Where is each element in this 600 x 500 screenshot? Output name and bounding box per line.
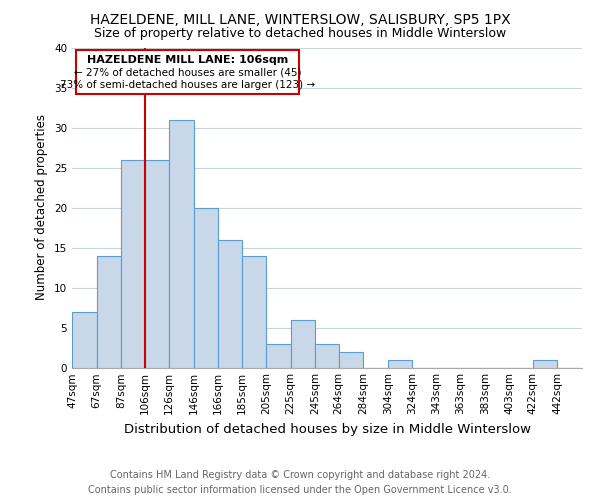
- Text: 73% of semi-detached houses are larger (123) →: 73% of semi-detached houses are larger (…: [60, 80, 315, 90]
- Bar: [169, 120, 194, 368]
- FancyBboxPatch shape: [76, 50, 299, 94]
- Bar: [388, 360, 412, 368]
- X-axis label: Distribution of detached houses by size in Middle Winterslow: Distribution of detached houses by size …: [124, 423, 530, 436]
- Text: HAZELDENE MILL LANE: 106sqm: HAZELDENE MILL LANE: 106sqm: [87, 54, 288, 64]
- Text: Size of property relative to detached houses in Middle Winterslow: Size of property relative to detached ho…: [94, 28, 506, 40]
- Bar: [145, 160, 169, 368]
- Bar: [291, 320, 316, 368]
- Bar: [121, 160, 145, 368]
- Bar: [242, 256, 266, 368]
- Bar: [533, 360, 557, 368]
- Bar: [72, 312, 97, 368]
- Bar: [316, 344, 338, 367]
- Text: HAZELDENE, MILL LANE, WINTERSLOW, SALISBURY, SP5 1PX: HAZELDENE, MILL LANE, WINTERSLOW, SALISB…: [89, 12, 511, 26]
- Bar: [194, 208, 218, 368]
- Bar: [266, 344, 291, 367]
- Text: Contains HM Land Registry data © Crown copyright and database right 2024.
Contai: Contains HM Land Registry data © Crown c…: [88, 470, 512, 495]
- Y-axis label: Number of detached properties: Number of detached properties: [35, 114, 49, 300]
- Bar: [218, 240, 242, 368]
- Bar: [97, 256, 121, 368]
- Text: ← 27% of detached houses are smaller (45): ← 27% of detached houses are smaller (45…: [74, 68, 301, 78]
- Bar: [338, 352, 363, 368]
